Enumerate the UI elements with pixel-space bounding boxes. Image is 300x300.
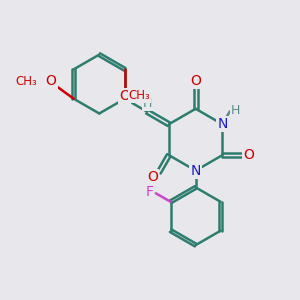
Text: O: O xyxy=(46,74,56,88)
Text: H: H xyxy=(143,97,152,110)
Text: H: H xyxy=(231,103,240,116)
Text: O: O xyxy=(147,170,158,184)
Text: CH₃: CH₃ xyxy=(129,89,150,102)
Text: O: O xyxy=(119,89,130,103)
Text: F: F xyxy=(146,185,153,199)
Text: N: N xyxy=(217,117,228,131)
Text: N: N xyxy=(190,164,201,178)
Text: O: O xyxy=(190,74,201,88)
Text: CH₃: CH₃ xyxy=(15,75,37,88)
Text: O: O xyxy=(244,148,254,162)
